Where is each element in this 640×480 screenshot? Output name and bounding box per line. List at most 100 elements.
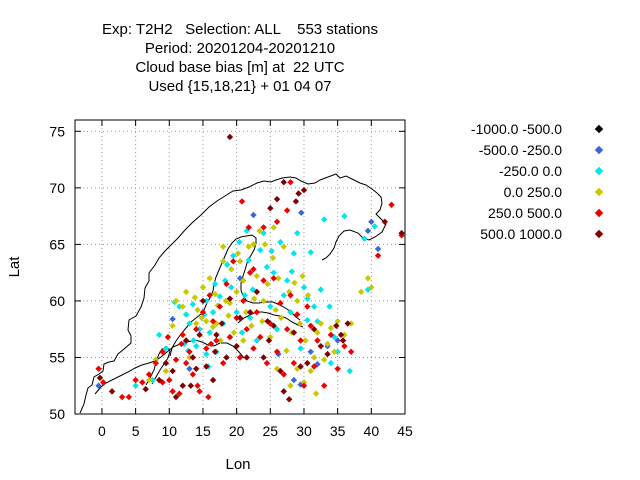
data-point-series-3 (317, 320, 325, 327)
data-point-series-4 (304, 303, 311, 310)
data-point-series-4 (283, 207, 291, 214)
title-line-3: Cloud base bias [m] at 22 UTC (135, 59, 345, 76)
data-point-series-5 (270, 322, 277, 329)
data-point-series-2 (224, 261, 231, 268)
data-points (95, 133, 405, 403)
data-point-series-4 (257, 333, 264, 341)
x-tick-label: 0 (98, 423, 106, 439)
data-point-series-5 (324, 350, 331, 358)
data-point-series-2 (206, 329, 213, 336)
data-point-series-2 (253, 337, 261, 344)
x-tick-label: 25 (263, 423, 279, 439)
data-point-series-5 (226, 133, 234, 141)
title-line-2: Period: 20201204-20201210 (144, 40, 336, 57)
data-point-series-4 (341, 342, 348, 350)
data-point-series-4 (287, 292, 294, 299)
data-point-series-2 (346, 367, 353, 375)
legend-marker-diamond (594, 145, 604, 155)
data-point-series-3 (217, 337, 224, 344)
data-point-series-5 (337, 331, 345, 339)
data-point-series-3 (275, 275, 282, 282)
data-point-series-3 (259, 318, 266, 325)
data-point-series-4 (206, 292, 213, 299)
data-point-series-2 (310, 303, 318, 310)
data-point-series-4 (273, 218, 281, 225)
data-point-series-4 (294, 311, 301, 318)
x-tick-label: 20 (229, 423, 245, 439)
data-point-series-2 (257, 246, 264, 254)
legend-entry-label: -1000.0 -500.0 (470, 121, 562, 137)
data-point-series-3 (186, 354, 193, 361)
data-point-series-5 (297, 363, 304, 370)
data-point-series-2 (211, 280, 219, 288)
data-point-series-5 (333, 322, 340, 329)
data-point-series-3 (304, 292, 312, 299)
legend-entry-label: 250.0 500.0 (488, 205, 562, 221)
data-point-series-4 (226, 333, 234, 341)
title-line-1: Exp: T2H2 Selection: ALL 553 stations (102, 21, 378, 38)
data-point-series-4 (263, 359, 271, 367)
data-point-series-2 (270, 269, 277, 276)
data-point-series-4 (172, 356, 180, 363)
data-point-series-4 (260, 277, 267, 284)
data-point-series-2 (300, 284, 308, 291)
data-point-series-5 (233, 342, 240, 350)
data-point-series-4 (320, 382, 328, 389)
data-point-series-1 (95, 382, 102, 389)
data-point-series-5 (213, 331, 220, 339)
data-point-series-4 (347, 348, 355, 356)
data-point-series-2 (155, 331, 163, 339)
y-tick-label: 55 (49, 349, 65, 365)
data-point-series-4 (283, 325, 291, 333)
data-point-series-2 (317, 286, 325, 293)
y-tick-label: 75 (49, 123, 65, 139)
data-point-series-4 (230, 258, 237, 265)
data-point-series-3 (256, 227, 263, 235)
data-point-series-4 (205, 393, 212, 401)
data-point-series-2 (245, 257, 252, 264)
data-point-series-4 (290, 359, 298, 367)
data-point-series-3 (179, 303, 186, 310)
legend-entry: 250.0 500.0 (440, 204, 620, 225)
data-point-series-3 (253, 272, 261, 280)
data-point-series-3 (310, 354, 318, 361)
data-point-series-3 (264, 280, 271, 288)
data-point-series-3 (198, 314, 205, 322)
data-point-series-5 (169, 367, 176, 375)
data-point-series-2 (273, 325, 281, 333)
data-point-series-5 (381, 218, 388, 225)
data-point-series-3 (245, 243, 252, 250)
data-point-series-4 (300, 382, 308, 389)
data-point-series-4 (245, 224, 252, 231)
data-point-series-3 (236, 258, 244, 265)
data-point-series-2 (203, 297, 210, 305)
data-point-series-3 (182, 288, 190, 296)
grid-lines (75, 120, 406, 415)
data-point-series-4 (236, 354, 244, 361)
data-point-series-2 (190, 337, 197, 344)
data-point-series-3 (250, 241, 257, 248)
legend: -1000.0 -500.0 -500.0 -250.0 -250.0 0.0 0.0… (440, 120, 620, 246)
data-point-series-2 (203, 350, 210, 358)
data-point-series-2 (307, 249, 314, 256)
data-point-series-2 (267, 303, 274, 310)
data-point-series-4 (314, 337, 321, 344)
data-point-series-3 (172, 297, 180, 305)
data-point-series-2 (280, 292, 287, 299)
data-point-series-4 (280, 371, 287, 378)
data-point-series-3 (145, 376, 153, 384)
data-point-series-5 (267, 205, 274, 212)
data-point-series-2 (297, 345, 304, 352)
data-point-series-5 (264, 318, 271, 325)
data-point-series-5 (179, 382, 186, 389)
data-point-series-3 (368, 284, 375, 291)
data-point-series-4 (139, 379, 146, 386)
data-point-series-3 (219, 243, 227, 250)
data-point-series-2 (246, 314, 254, 322)
data-point-series-4 (169, 388, 176, 395)
data-point-series-5 (196, 331, 203, 339)
data-point-series-4 (273, 348, 281, 356)
data-point-series-3 (283, 347, 290, 354)
data-point-series-3 (193, 320, 200, 327)
data-point-series-4 (250, 345, 257, 352)
